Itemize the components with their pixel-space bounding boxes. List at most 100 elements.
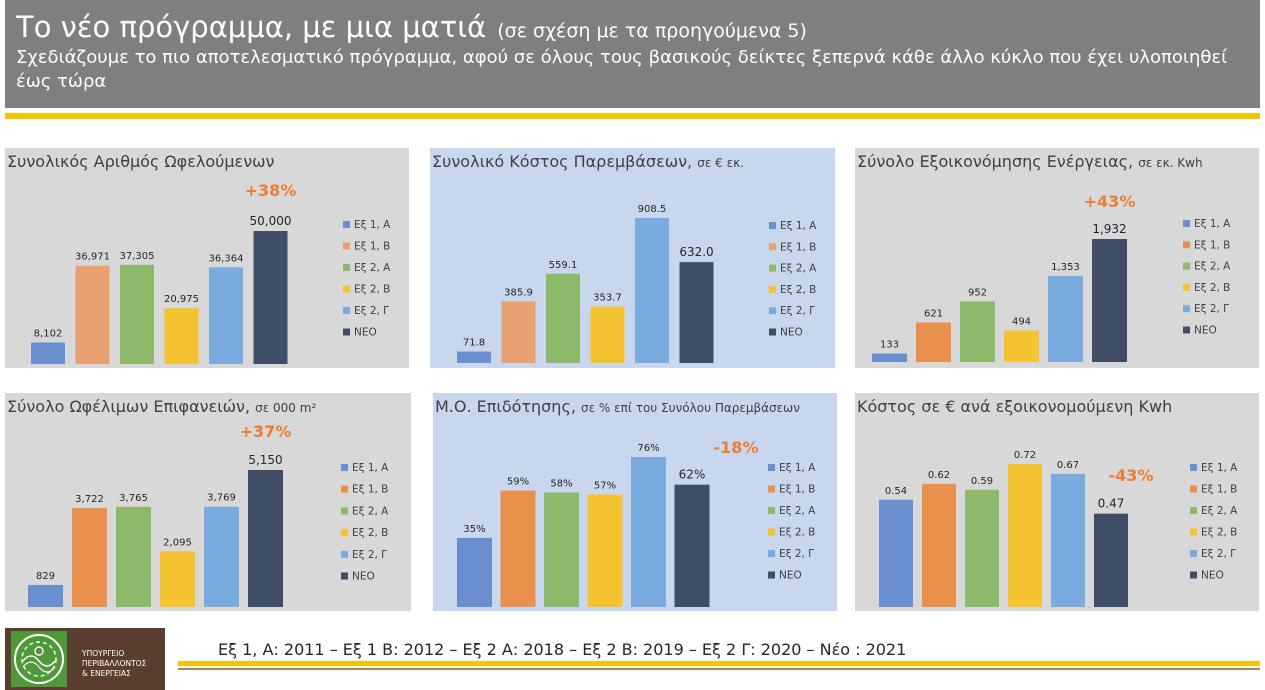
legend-label: Εξ 2, Α bbox=[1201, 505, 1238, 517]
bar bbox=[1008, 464, 1042, 607]
bar bbox=[457, 537, 492, 607]
data-label: 0.62 bbox=[928, 470, 950, 481]
legend-label: Εξ 1, Β bbox=[352, 484, 388, 496]
legend-swatch bbox=[341, 529, 348, 537]
bar-chart: 0.54 0.62 0.59 0.72 0.67 0.47 -43% Εξ 1, Α Εξ 1,… bbox=[879, 450, 1238, 607]
data-label: 58% bbox=[550, 479, 572, 490]
legend-swatch bbox=[343, 221, 350, 228]
bar bbox=[72, 507, 107, 607]
bar-chart: 35% 59% 58% 57% 76% 62% -18% Εξ 1, Α Εξ 1, Β Εξ 2… bbox=[457, 438, 816, 607]
legend-swatch bbox=[1183, 305, 1190, 313]
chart-title: Σύνολο Εξοικονόμησης Ενέργειας, σε εκ. K… bbox=[857, 152, 1203, 171]
legend-label: Εξ 1, Β bbox=[1194, 239, 1230, 251]
legend-swatch bbox=[343, 307, 350, 314]
bar bbox=[879, 499, 913, 607]
bar bbox=[31, 342, 65, 364]
chart-title-text: Σύνολο Εξοικονόμησης Ενέργειας, bbox=[857, 152, 1134, 171]
legend-swatch bbox=[769, 243, 776, 251]
legend-label: Εξ 2, Β bbox=[779, 527, 815, 539]
logo-line: ΠΕΡΙΒΑΛΛΟΝΤΟΣ bbox=[82, 659, 147, 668]
page-subtitle: Σχεδιάζουμε το πιο αποτελεσματικό πρόγρα… bbox=[16, 47, 1228, 92]
data-label: 3,769 bbox=[207, 493, 236, 504]
data-label: 0.72 bbox=[1014, 450, 1036, 461]
data-label: 5,150 bbox=[248, 453, 282, 467]
data-label: 0.47 bbox=[1098, 497, 1125, 511]
year-legend: Εξ 1, Α: 2011 – Εξ 1 Β: 2012 – Εξ 2 Α: 2… bbox=[218, 640, 907, 659]
bar bbox=[120, 264, 154, 364]
chart-panel-subsidy: Μ.Ο. Επιδότησης, σε % επί του Συνόλου Πα… bbox=[433, 393, 837, 611]
legend-label: Εξ 1, Β bbox=[780, 241, 816, 253]
chart-title-text: Κόστος σε € ανά εξοικονομούμενη Kwh bbox=[857, 397, 1173, 416]
data-label: 57% bbox=[594, 481, 616, 492]
data-label: 76% bbox=[637, 443, 659, 454]
legend-swatch bbox=[341, 572, 348, 580]
legend-swatch bbox=[341, 485, 348, 493]
chart-title: Κόστος σε € ανά εξοικονομούμενη Kwh bbox=[857, 397, 1172, 416]
chart-title-unit: σε € εκ. bbox=[697, 156, 744, 170]
header-banner bbox=[5, 0, 1260, 108]
legend-swatch bbox=[769, 222, 776, 229]
chart-title-text: Σύνολο Ωφέλιμων Επιφανειών, bbox=[7, 397, 251, 416]
logo-line: & ΕΝΕΡΓΕΙΑΣ bbox=[82, 669, 131, 678]
legend-label: Εξ 2, Β bbox=[1194, 282, 1230, 294]
chart-title-text: Συνολικός Αριθμός Ωφελούμενων bbox=[7, 152, 275, 171]
chart-title-text: Συνολικό Κόστος Παρεμβάσεων, bbox=[432, 152, 693, 171]
bar bbox=[1094, 513, 1128, 607]
chart-title-unit: σε 000 m² bbox=[255, 401, 317, 415]
bar bbox=[116, 506, 151, 607]
data-label: 1,353 bbox=[1051, 262, 1080, 273]
legend-swatch bbox=[768, 571, 775, 579]
legend-swatch bbox=[341, 507, 348, 515]
legend-label: Εξ 2, Β bbox=[780, 284, 816, 296]
bar-chart: 71.8 385.9 559.1 353.7 908.5 632.0 Εξ 1, Α Εξ 1… bbox=[457, 204, 817, 363]
legend-label: Εξ 2, Γ bbox=[1194, 303, 1229, 315]
legend-swatch bbox=[768, 485, 775, 493]
legend-label: Εξ 1, Α bbox=[1194, 218, 1231, 230]
data-label: 133 bbox=[880, 340, 899, 351]
title-main: Το νέο πρόγραμμα, με μια ματιά bbox=[16, 10, 487, 44]
legend-label: Εξ 2, Α bbox=[352, 505, 389, 517]
legend-swatch bbox=[341, 464, 348, 471]
data-label: 50,000 bbox=[250, 214, 292, 228]
legend-swatch bbox=[1190, 464, 1197, 471]
bar-chart: 8,102 36,971 37,305 20,975 36,364 50,000 +38% Ε… bbox=[31, 181, 391, 364]
chart-panel-surfaces: Σύνολο Ωφέλιμων Επιφανειών, σε 000 m² 82… bbox=[5, 393, 411, 611]
legend-swatch bbox=[1183, 262, 1190, 270]
data-label: 385.9 bbox=[504, 287, 533, 298]
bar bbox=[1051, 473, 1085, 607]
data-label: 1,932 bbox=[1092, 222, 1126, 236]
legend-swatch bbox=[343, 285, 350, 293]
legend-label: ΝΕΟ bbox=[354, 327, 377, 339]
data-label: 71.8 bbox=[463, 338, 485, 349]
legend-label: ΝΕΟ bbox=[779, 570, 802, 582]
legend-label: Εξ 2, Β bbox=[352, 527, 388, 539]
data-label: 59% bbox=[507, 477, 529, 488]
legend-swatch bbox=[1190, 528, 1197, 536]
legend-label: Εξ 2, Α bbox=[354, 262, 391, 274]
legend-label: Εξ 2, Α bbox=[780, 263, 817, 275]
legend-label: Εξ 2, Β bbox=[354, 284, 390, 296]
bar bbox=[75, 265, 110, 364]
bar bbox=[590, 306, 625, 363]
data-label: 8,102 bbox=[34, 328, 63, 339]
legend-label: Εξ 1, Β bbox=[1201, 484, 1237, 496]
bar bbox=[457, 351, 491, 363]
legend-label: Εξ 1, Α bbox=[780, 220, 817, 232]
ministry-logo-text: ΥΠΟΥΡΓΕΙΟ ΠΕΡΙΒΑΛΛΟΝΤΟΣ & ΕΝΕΡΓΕΙΑΣ bbox=[82, 649, 162, 679]
legend-swatch bbox=[1183, 326, 1190, 334]
data-label: 494 bbox=[1012, 317, 1031, 328]
legend-label: Εξ 2, Γ bbox=[352, 549, 387, 561]
bar bbox=[631, 457, 666, 607]
legend-swatch bbox=[1183, 220, 1190, 227]
data-label: 621 bbox=[924, 308, 943, 319]
legend-label: Εξ 2, Γ bbox=[779, 548, 814, 560]
legend-swatch bbox=[769, 307, 776, 315]
footer-accent-bar bbox=[178, 661, 1260, 666]
logo-line: ΥΠΟΥΡΓΕΙΟ bbox=[82, 649, 125, 658]
footer-accent-line bbox=[178, 668, 1260, 670]
legend-swatch bbox=[1183, 241, 1190, 249]
legend-swatch bbox=[1190, 485, 1197, 493]
legend-label: ΝΕΟ bbox=[1201, 570, 1224, 582]
data-label: 62% bbox=[679, 468, 706, 482]
data-label: 37,305 bbox=[120, 251, 155, 262]
